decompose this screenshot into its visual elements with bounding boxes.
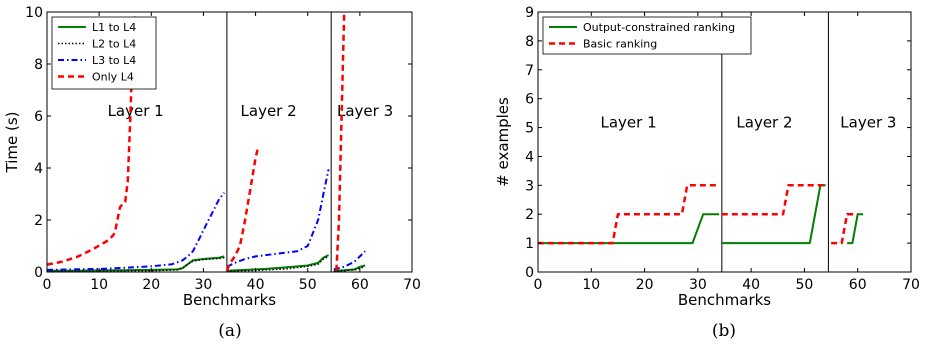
legend-entry-2: L2 to L4 (92, 38, 136, 51)
series-line-1-segment-1 (47, 255, 225, 272)
series-line-4-segment-3 (335, 12, 346, 271)
plot-frame (537, 11, 912, 273)
y-tick-label-3: 3 (525, 178, 534, 194)
y-tick-label-1: 1 (525, 236, 534, 252)
legend: L1 to L4 L2 to L4 L3 to L4 Only L4 (51, 16, 157, 90)
x-axis-label: Benchmarks (678, 291, 771, 309)
y-tick-label-4: 8 (34, 57, 43, 73)
series-line-4-segment-2 (225, 146, 260, 272)
legend-entry-1: Output-constrained ranking (583, 21, 735, 34)
y-tick-label-9: 9 (525, 5, 534, 21)
series-line-3-segment-1 (47, 192, 226, 271)
region-label-2: Layer 2 (241, 102, 297, 120)
plot-frame (46, 11, 413, 273)
series-line-1-segment-1 (538, 213, 720, 245)
legend-entry-1: L1 to L4 (92, 21, 136, 34)
chart-panel-2: Layer 1 Layer 2 Layer 3 0 10 20 30 40 50 60 70 0 1 2 3… (494, 5, 920, 341)
y-tick-label-0: 0 (525, 265, 534, 281)
series-line-2-segment-1 (47, 256, 225, 272)
region-label-1: Layer 1 (108, 102, 164, 120)
x-tick-label-0: 0 (534, 277, 543, 293)
y-axis-label: # examples (494, 97, 512, 187)
series-line-1-segment-2 (226, 254, 330, 272)
y-tick-label-8: 8 (525, 34, 534, 50)
y-tick-label-2: 4 (34, 161, 43, 177)
x-tick-label-5: 50 (299, 277, 317, 293)
x-tick-label-2: 20 (142, 277, 160, 293)
x-axis-label: Benchmarks (183, 291, 276, 309)
chart-panel-1: Layer 1 Layer 2 Layer 3 0 10 20 30 40 50 60 70 0 2 4 6… (3, 5, 421, 341)
region-label-1: Layer 1 (601, 114, 657, 132)
x-tick-label-7: 70 (403, 277, 421, 293)
x-tick-label-6: 60 (849, 277, 867, 293)
region-label-3: Layer 3 (337, 102, 393, 120)
x-tick-label-1: 10 (90, 277, 108, 293)
y-tick-label-7: 7 (525, 63, 534, 79)
series-group (538, 184, 863, 245)
x-tick-label-1: 10 (582, 277, 600, 293)
y-tick-label-5: 10 (25, 5, 43, 21)
y-axis-label: Time (s) (3, 112, 21, 174)
series-line-2-segment-3 (333, 266, 366, 272)
x-tick-label-4: 40 (742, 277, 760, 293)
series-line-2-segment-2 (721, 184, 826, 216)
y-tick-label-5: 5 (525, 121, 534, 137)
y-tick-label-1: 2 (34, 213, 43, 229)
series-line-3-segment-2 (226, 169, 330, 268)
y-tick-label-2: 2 (525, 207, 534, 223)
region-label-2: Layer 2 (736, 114, 792, 132)
x-tick-label-5: 50 (796, 277, 814, 293)
y-tick-label-4: 4 (525, 149, 534, 165)
legend-entry-4: Only L4 (92, 71, 134, 84)
panel-caption: (a) (218, 321, 241, 341)
x-tick-label-7: 70 (902, 277, 920, 293)
y-tick-label-3: 6 (34, 109, 43, 125)
series-line-2-segment-3 (831, 212, 858, 245)
legend-entry-3: L3 to L4 (92, 54, 136, 67)
legend-box (542, 16, 752, 55)
x-tick-label-6: 60 (351, 277, 369, 293)
x-tick-label-0: 0 (43, 277, 52, 293)
y-tick-label-0: 0 (34, 265, 43, 281)
series-line-2-segment-1 (538, 184, 720, 245)
region-label-3: Layer 3 (840, 114, 896, 132)
series-line-3-segment-3 (333, 250, 366, 271)
legend: Output-constrained ranking Basic ranking (542, 16, 752, 55)
legend-entry-2: Basic ranking (583, 38, 657, 51)
x-tick-label-3: 30 (195, 277, 213, 293)
panel-caption: (b) (712, 321, 736, 341)
y-tick-label-6: 6 (525, 92, 534, 108)
series-line-1-segment-3 (847, 213, 863, 245)
x-tick-label-3: 30 (689, 277, 707, 293)
x-tick-label-4: 40 (247, 277, 265, 293)
x-tick-label-2: 20 (636, 277, 654, 293)
